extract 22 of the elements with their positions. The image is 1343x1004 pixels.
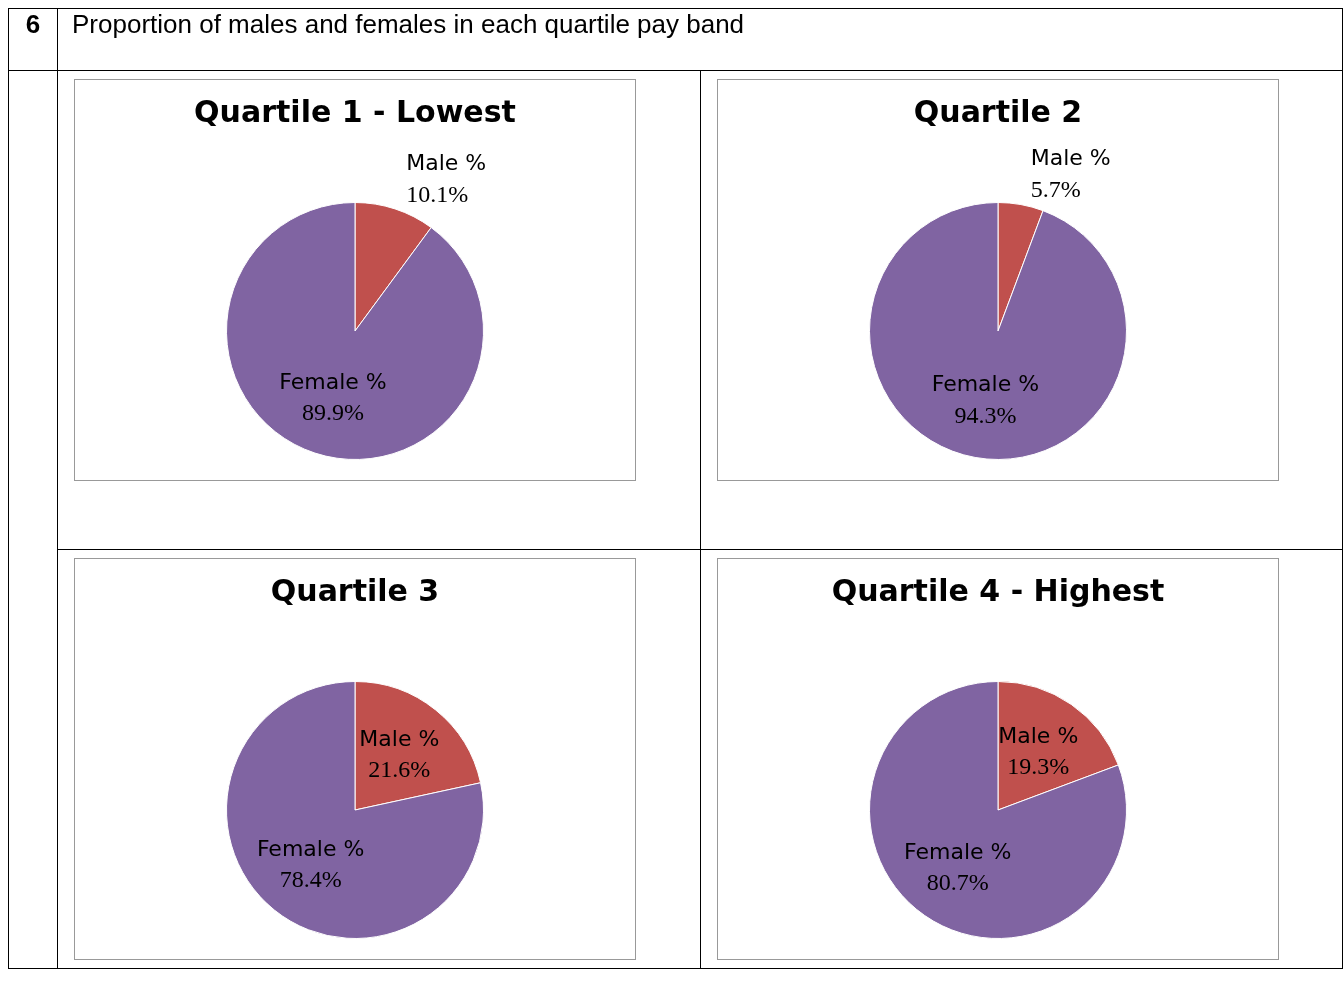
slice-label: Male % (406, 150, 487, 176)
slice-label: Female % (903, 838, 1011, 864)
chart-title: Quartile 4 - Highest (831, 572, 1164, 608)
data-label: 19.3% (1006, 753, 1069, 780)
text: 6 (8, 8, 58, 71)
chart-title: Quartile 1 - Lowest (194, 93, 516, 129)
text: Proportion of males and females in each quartile pay band (57, 8, 1343, 71)
slice-label: Male % (1030, 145, 1111, 171)
slice-label: Male % (997, 722, 1078, 748)
chart-title: Quartile 2 (913, 93, 1082, 129)
chart-title: Quartile 3 (270, 572, 440, 608)
data-label: 5.7% (1030, 176, 1081, 203)
slice-label: Female % (931, 371, 1039, 397)
data-label: 78.4% (279, 866, 342, 893)
data-label: 80.7% (926, 869, 989, 896)
slice-label: Female % (256, 835, 365, 861)
slice-label: Female % (279, 368, 387, 394)
data-label: 89.9% (301, 399, 364, 426)
slice-label: Male % (359, 725, 440, 751)
data-label: 94.3% (953, 401, 1016, 428)
data-label: 21.6% (368, 756, 431, 783)
data-label: 10.1% (406, 180, 469, 207)
